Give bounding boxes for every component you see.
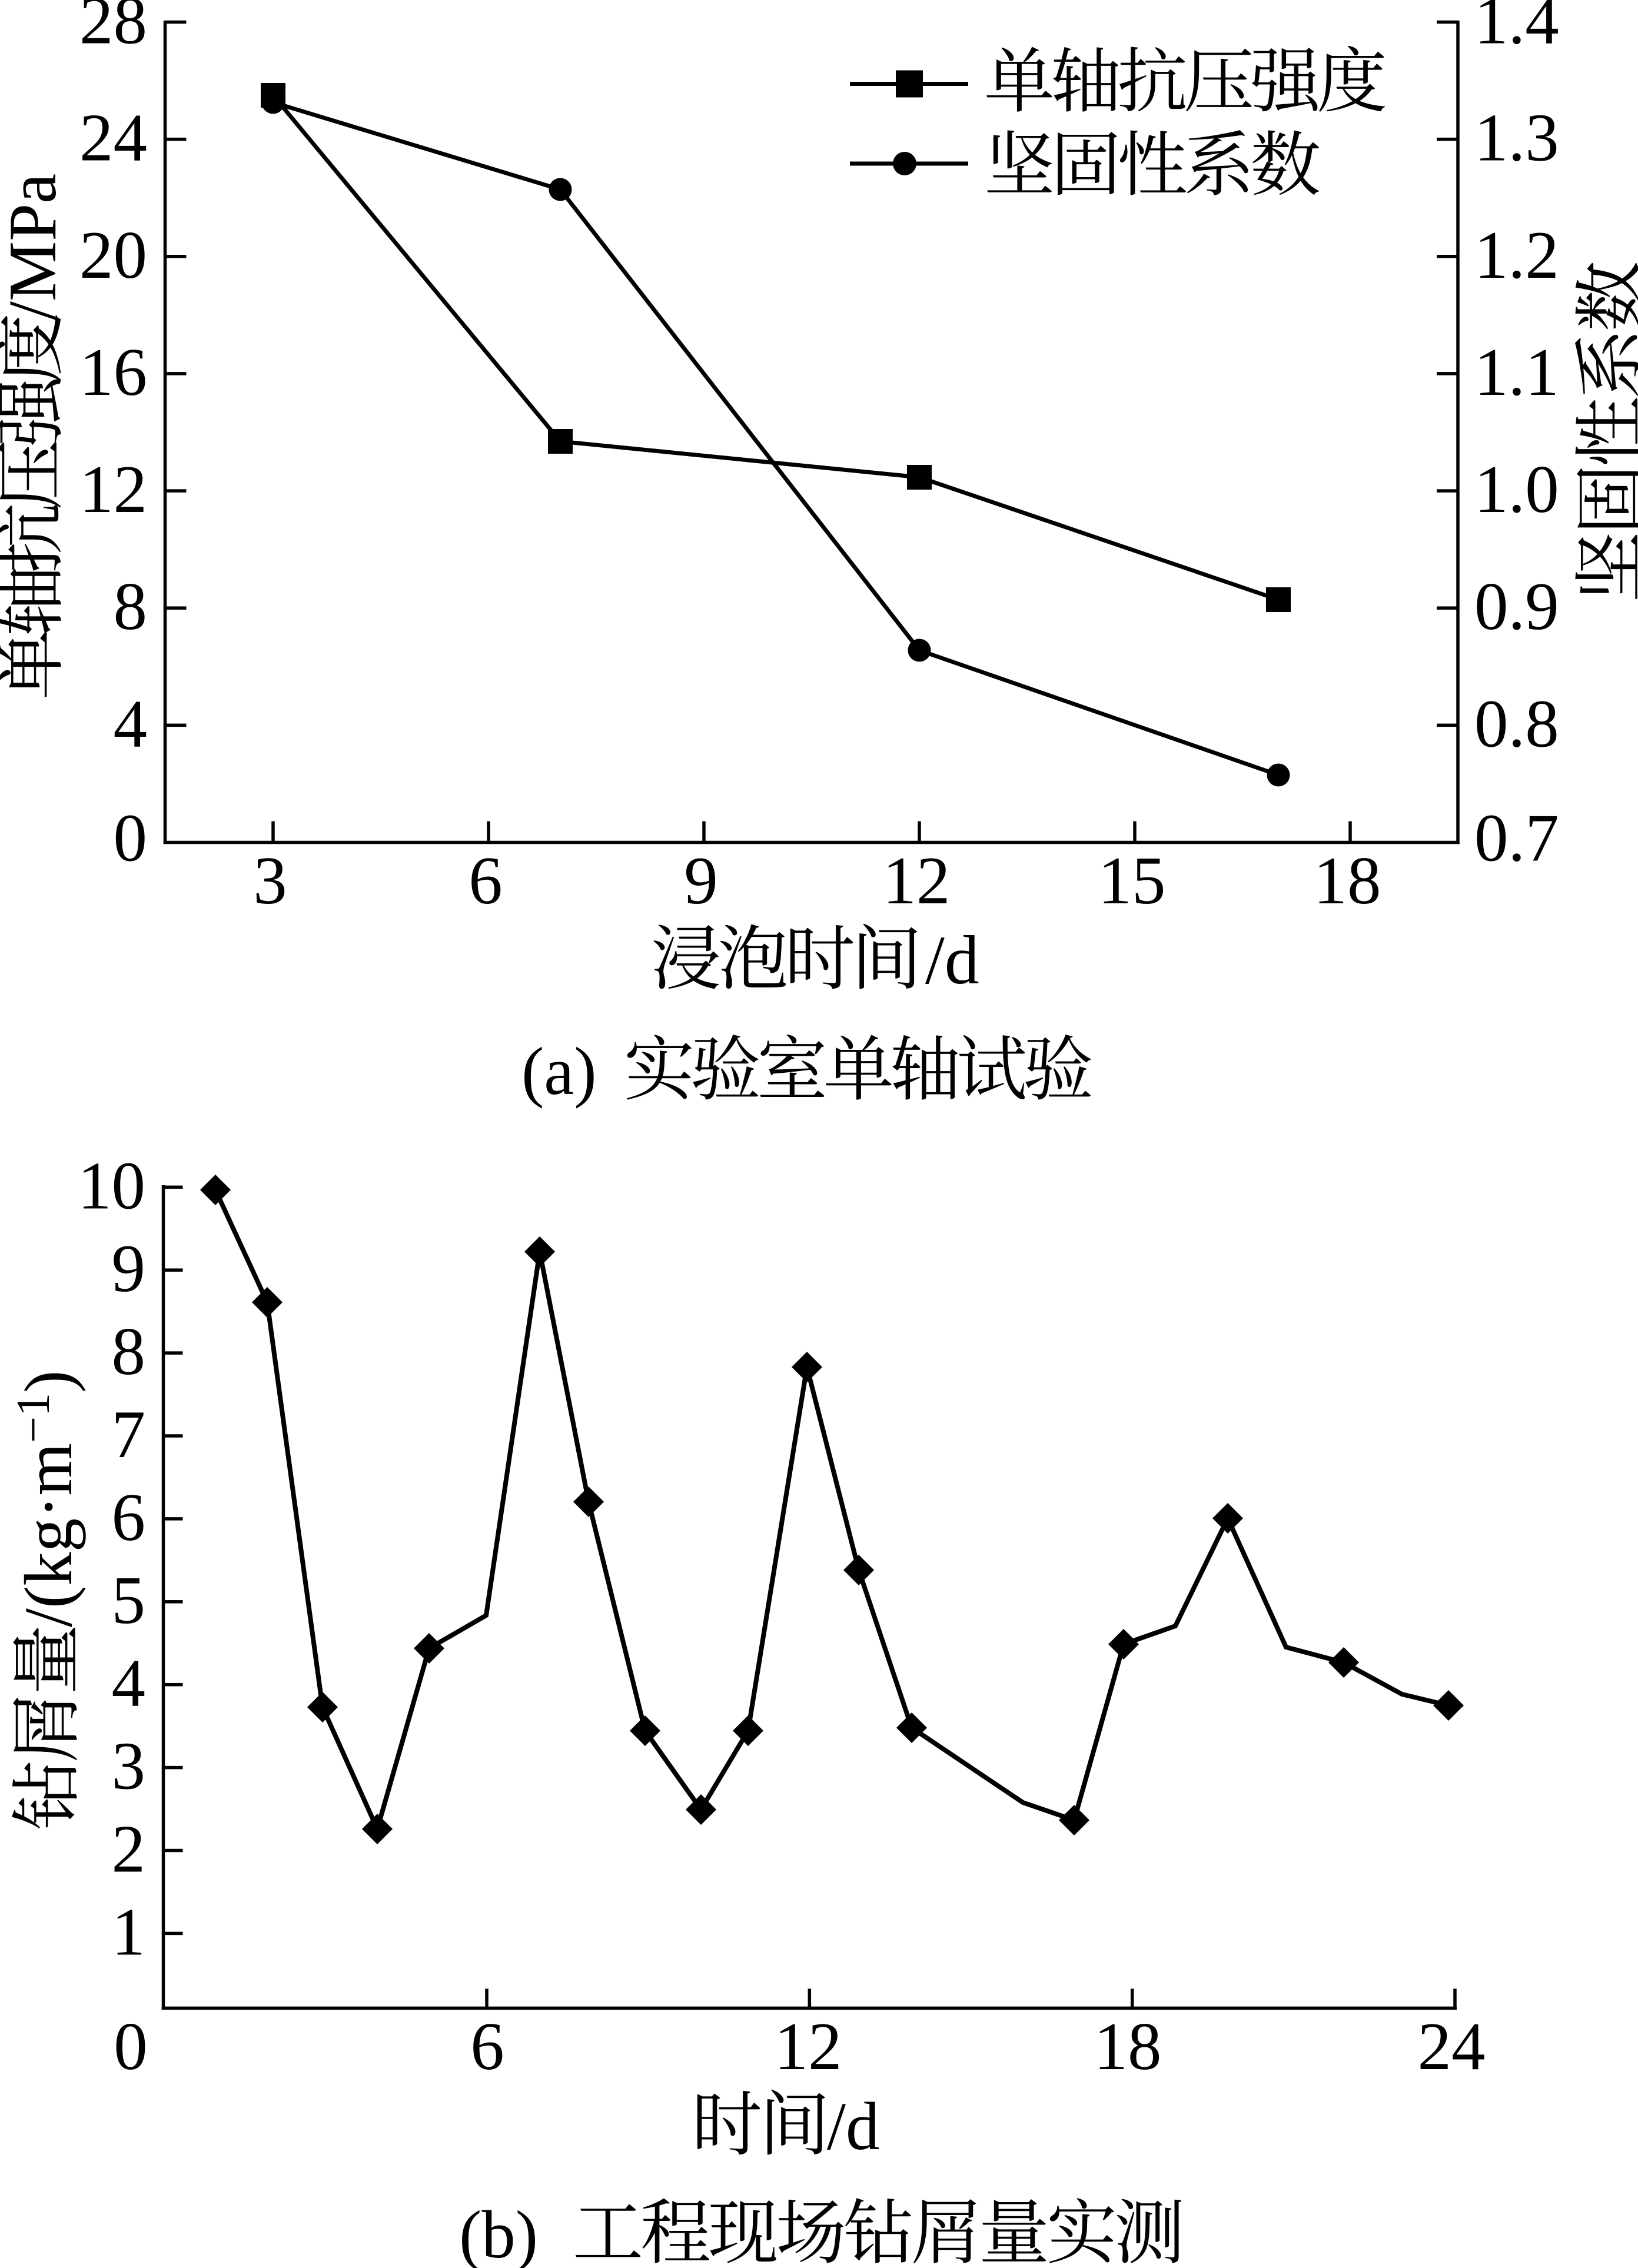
- svg-text:9: 9: [112, 1231, 146, 1306]
- svg-text:/MPa: /MPa: [0, 174, 70, 320]
- svg-text:1.3: 1.3: [1474, 101, 1559, 175]
- svg-text:1.1: 1.1: [1474, 335, 1559, 410]
- svg-text:3: 3: [253, 843, 287, 918]
- svg-text:9: 9: [684, 843, 718, 918]
- svg-text:28: 28: [79, 0, 147, 58]
- svg-text:12: 12: [883, 843, 951, 918]
- svg-text:/d: /d: [925, 922, 979, 999]
- svg-text:0.7: 0.7: [1474, 801, 1559, 876]
- svg-text:1: 1: [112, 1894, 146, 1969]
- svg-text:3: 3: [112, 1729, 146, 1804]
- svg-text:12: 12: [79, 452, 147, 527]
- svg-text:20: 20: [79, 218, 147, 292]
- svg-text:6: 6: [470, 2009, 504, 2084]
- svg-text:8: 8: [112, 1314, 146, 1389]
- svg-text:4: 4: [112, 1646, 146, 1721]
- svg-text:0.8: 0.8: [1474, 686, 1559, 761]
- svg-text:(b): (b): [459, 2197, 538, 2268]
- svg-text:6: 6: [112, 1480, 146, 1555]
- svg-text:8: 8: [114, 569, 148, 644]
- svg-text:16: 16: [79, 335, 147, 410]
- svg-text:2: 2: [112, 1812, 146, 1887]
- svg-text:1.2: 1.2: [1474, 218, 1559, 292]
- svg-text:/d: /d: [827, 2089, 879, 2164]
- svg-text:/(kg·m−1): /(kg·m−1): [8, 1371, 86, 1627]
- svg-text:1.0: 1.0: [1474, 452, 1559, 527]
- svg-text:24: 24: [1418, 2009, 1486, 2084]
- svg-text:12: 12: [775, 2009, 842, 2084]
- svg-text:24: 24: [79, 101, 147, 175]
- svg-text:6: 6: [469, 843, 503, 918]
- svg-text:10: 10: [78, 1148, 145, 1223]
- svg-text:18: 18: [1314, 843, 1381, 918]
- svg-text:0: 0: [114, 801, 148, 876]
- svg-text:(a): (a): [521, 1034, 597, 1109]
- svg-text:0: 0: [114, 2009, 148, 2084]
- svg-text:7: 7: [112, 1397, 146, 1472]
- svg-text:0.9: 0.9: [1474, 569, 1559, 644]
- svg-text:5: 5: [112, 1563, 146, 1638]
- svg-text:4: 4: [114, 686, 148, 761]
- svg-text:15: 15: [1098, 843, 1166, 918]
- svg-text:1.4: 1.4: [1474, 0, 1559, 58]
- svg-text:18: 18: [1094, 2009, 1162, 2084]
